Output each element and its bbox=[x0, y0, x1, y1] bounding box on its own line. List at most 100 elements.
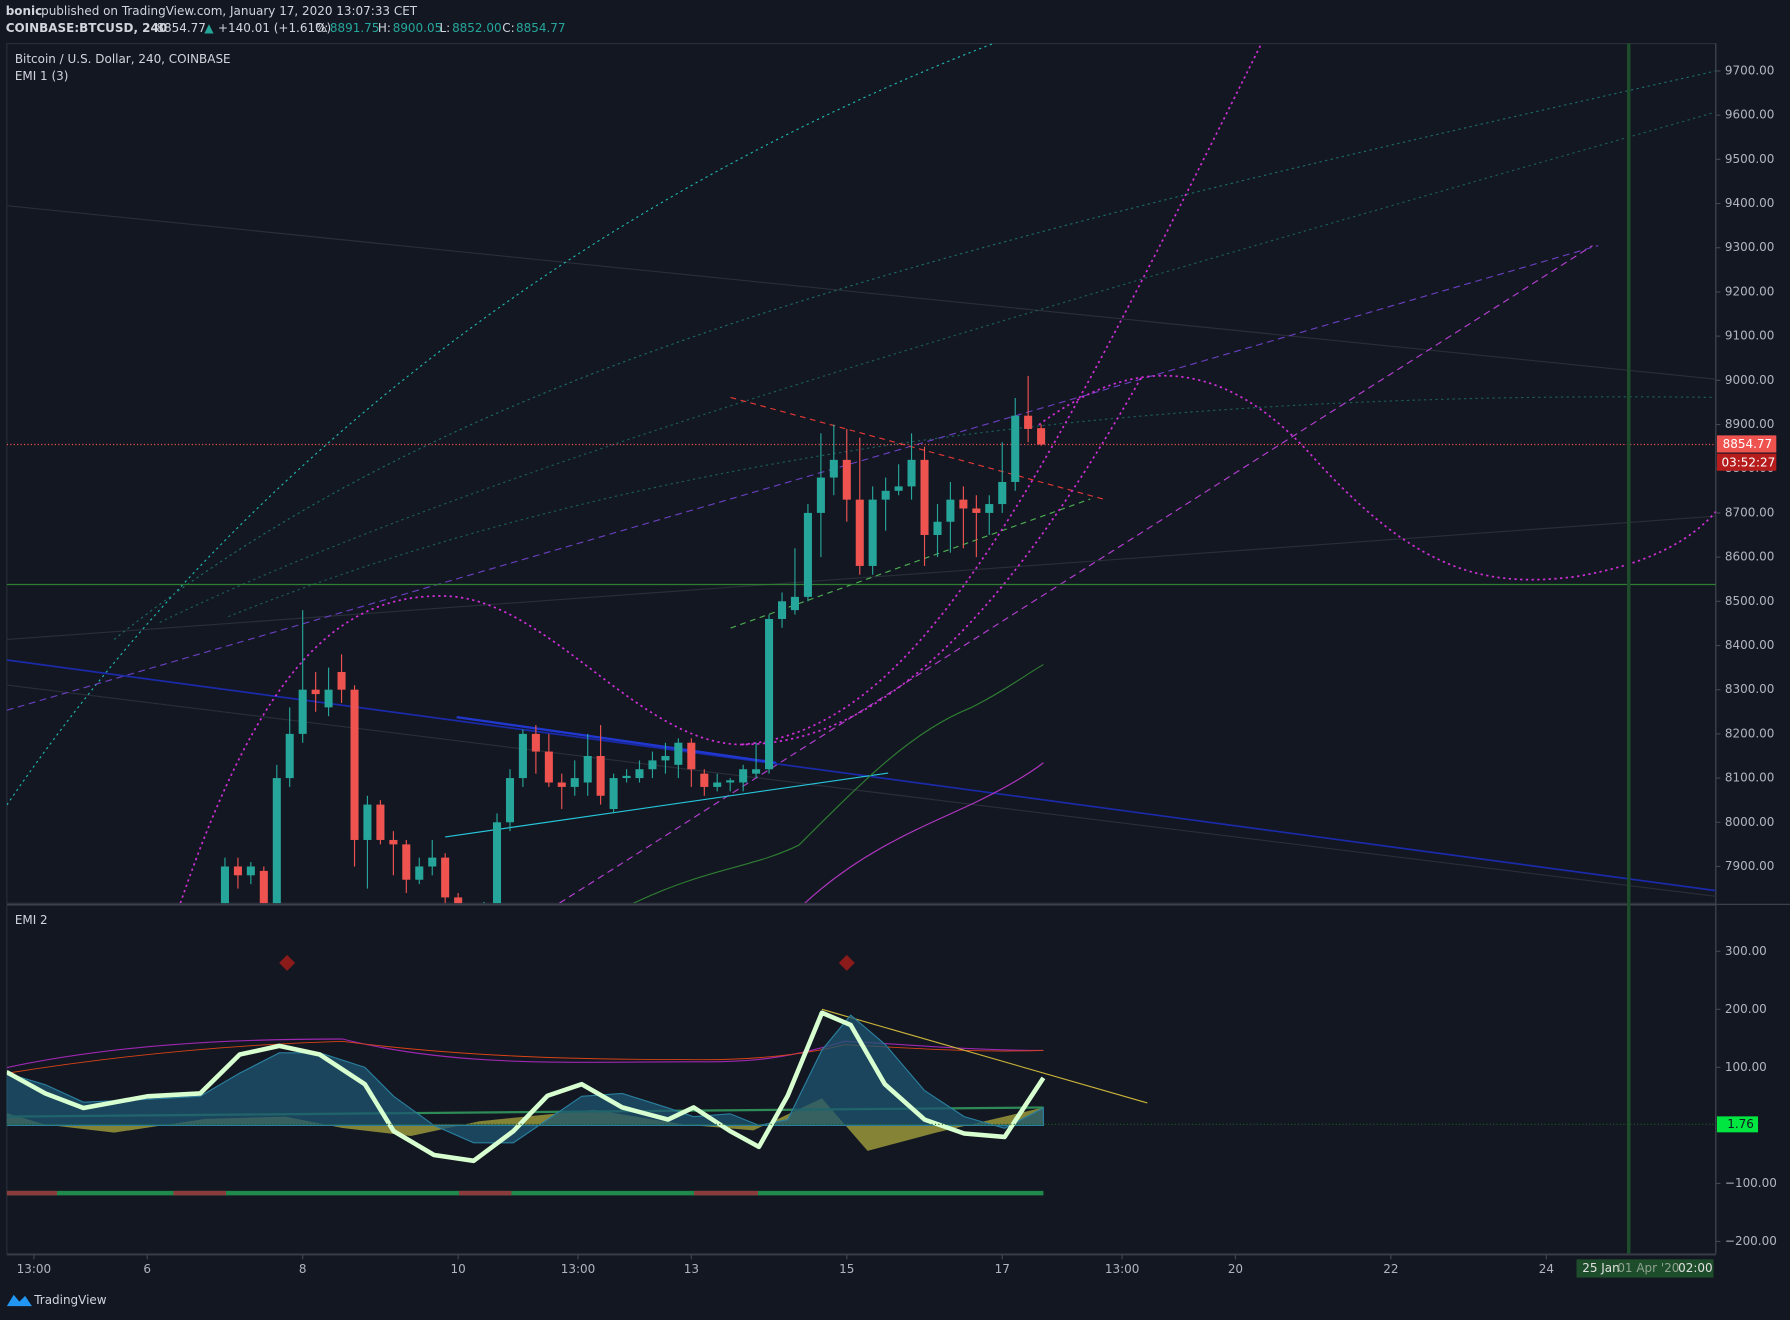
candle-body bbox=[337, 672, 346, 690]
candle-body bbox=[259, 870, 268, 904]
crosshair-label: 01 Apr '20 bbox=[1617, 1261, 1679, 1275]
channel-line bbox=[6, 245, 1599, 711]
drawings bbox=[6, 43, 1716, 904]
candle-body bbox=[609, 778, 618, 810]
x-tick-label: 13 bbox=[684, 1262, 699, 1276]
resistance-line bbox=[730, 396, 1108, 501]
candle-body bbox=[894, 486, 903, 491]
trend-line bbox=[456, 715, 777, 764]
brand: TradingView bbox=[33, 1293, 107, 1307]
candle-body bbox=[492, 822, 502, 904]
x-tick-label: 13:00 bbox=[17, 1262, 51, 1276]
y-tick-label: 9100.00 bbox=[1725, 329, 1775, 343]
candle-body bbox=[272, 778, 281, 904]
change-arrow: ▲ bbox=[204, 21, 214, 35]
y-tick-label: 9400.00 bbox=[1725, 196, 1775, 210]
x-tick-label: 13:00 bbox=[561, 1262, 596, 1276]
candle-body bbox=[220, 866, 229, 904]
candle-body bbox=[842, 459, 851, 500]
last-price-label: 8854.77 bbox=[1723, 437, 1772, 451]
ohlc-label: H: bbox=[378, 21, 391, 35]
candle-body bbox=[389, 839, 398, 845]
y-tick-label: 8300.00 bbox=[1725, 682, 1775, 696]
channel-line bbox=[559, 245, 1593, 904]
indicator-line bbox=[6, 1038, 1044, 1069]
candle-body bbox=[985, 504, 994, 513]
trend-line bbox=[6, 205, 1716, 380]
support-line bbox=[730, 498, 1091, 629]
candle-body bbox=[829, 459, 838, 478]
indicator-plot bbox=[6, 954, 1716, 1164]
candle-body bbox=[803, 512, 812, 597]
x-tick-label: 15 bbox=[839, 1262, 854, 1276]
last-value-tag bbox=[1716, 1116, 1759, 1133]
candle-body bbox=[518, 733, 527, 779]
candle-body bbox=[907, 459, 916, 487]
y-tick-label: 9500.00 bbox=[1725, 152, 1775, 166]
ohlc-label: C: bbox=[502, 21, 514, 35]
last-value-label: 1.76 bbox=[1727, 1117, 1754, 1131]
candle-body bbox=[648, 760, 657, 770]
candle-body bbox=[428, 857, 437, 867]
candle-body bbox=[415, 866, 424, 880]
support-line bbox=[445, 772, 889, 838]
ohlc-value: 8900.05 bbox=[393, 21, 443, 35]
fib-arc bbox=[159, 111, 1716, 623]
moving-average bbox=[633, 664, 1044, 904]
candle-body bbox=[544, 751, 553, 783]
x-tick-label: 17 bbox=[995, 1262, 1010, 1276]
y-tick-label: 9200.00 bbox=[1725, 284, 1775, 298]
indicator-legend: EMI 2 bbox=[15, 913, 48, 927]
main-plot bbox=[6, 375, 1716, 904]
x-tick-label: 13:00 bbox=[1105, 1262, 1140, 1276]
indicator-line bbox=[6, 1040, 1044, 1074]
candle-body bbox=[687, 742, 696, 770]
candle-body bbox=[363, 804, 372, 840]
indicator-axis: 300.00 200.00 100.00 −100.00 −200.00 bbox=[1715, 944, 1777, 1248]
x-tick-label: 24 bbox=[1539, 1262, 1554, 1276]
candle-body bbox=[376, 804, 385, 840]
author: bonic bbox=[6, 4, 43, 18]
y-tick-label: 8700.00 bbox=[1725, 505, 1775, 519]
price-axis: 7900.00 8000.00 8100.00 8200.00 8300.00 8400.… bbox=[1715, 63, 1775, 873]
candle-body bbox=[454, 897, 463, 904]
oscillator-line bbox=[6, 1010, 1046, 1164]
fib-arc bbox=[113, 70, 1716, 640]
logo bbox=[6, 1294, 32, 1307]
y-tick-label: 9000.00 bbox=[1725, 373, 1775, 387]
candle-body bbox=[246, 866, 255, 876]
x-tick-label: 8 bbox=[299, 1262, 307, 1276]
y-tick-label: 8900.00 bbox=[1725, 417, 1775, 431]
candle-body bbox=[350, 689, 359, 840]
candle-body bbox=[674, 742, 683, 765]
crosshair-label: 02:00 bbox=[1678, 1261, 1713, 1275]
y-tick-label: 8500.00 bbox=[1725, 594, 1775, 608]
candle-body bbox=[920, 459, 929, 536]
y-tick-label: 9600.00 bbox=[1725, 108, 1775, 122]
y-tick-label: 8200.00 bbox=[1725, 726, 1775, 740]
main-legend: Bitcoin / U.S. Dollar, 240, COINBASE bbox=[15, 52, 231, 66]
candle-body bbox=[505, 778, 515, 823]
published: published on TradingView.com, January 17… bbox=[41, 4, 418, 18]
candle-body bbox=[998, 481, 1007, 505]
y-tick-label: 8000.00 bbox=[1725, 815, 1775, 829]
candle-body bbox=[622, 775, 631, 779]
candle-body bbox=[596, 755, 605, 796]
indicator-legend: EMI 1 (3) bbox=[15, 69, 69, 83]
y-tick-label: 100.00 bbox=[1725, 1060, 1767, 1074]
candle-body bbox=[946, 499, 955, 522]
x-tick-label: 22 bbox=[1383, 1262, 1398, 1276]
candle-body bbox=[635, 769, 644, 779]
moving-average bbox=[804, 762, 1044, 904]
symbol: COINBASE:BTCUSD, 240 bbox=[6, 21, 167, 35]
y-tick-label: 200.00 bbox=[1725, 1002, 1767, 1016]
countdown-tag bbox=[1716, 453, 1777, 471]
candle-body bbox=[972, 508, 981, 513]
candle-body bbox=[739, 769, 748, 783]
countdown: 03:52:27 bbox=[1722, 455, 1776, 469]
signal-diamond bbox=[279, 954, 296, 971]
trend-line bbox=[6, 659, 1716, 892]
candle-body bbox=[557, 782, 566, 787]
candle-body bbox=[959, 499, 968, 509]
